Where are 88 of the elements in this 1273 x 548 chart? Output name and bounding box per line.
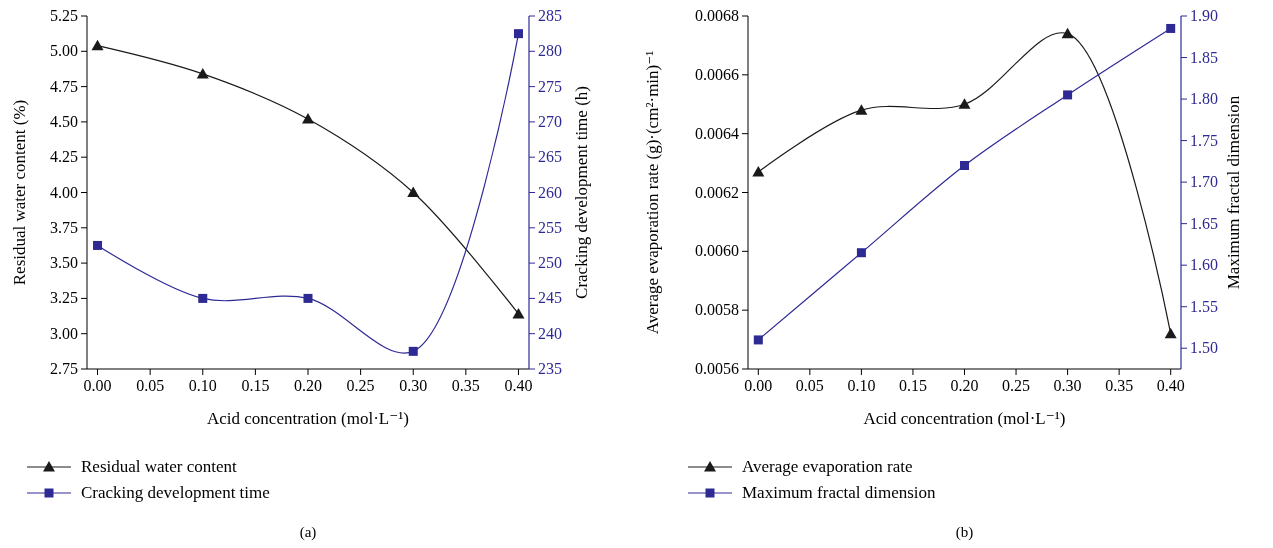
y-tick-label: 3.75 [50,218,78,236]
x-tick-label: 0.25 [346,377,375,394]
y-tick-label: 0.0062 [695,183,739,201]
y2-axis-title: Cracking development time (h) [572,86,591,299]
y2-tick-label: 1.80 [1190,90,1218,108]
y2-tick-label: 255 [538,218,562,236]
y2-tick-label: 1.90 [1190,7,1218,24]
point [1164,327,1177,339]
y-tick-label: 0.0060 [695,242,739,260]
x-tick-label: 0.15 [241,377,270,394]
point [855,104,868,115]
y-tick-label: 0.0066 [695,65,739,83]
point [408,346,418,356]
y-tick-label: 0.0068 [695,7,739,24]
x-tick-label: 0.30 [1053,377,1082,394]
point [753,335,763,345]
x-tick-label: 0.35 [451,377,480,394]
x-axis-title: Acid concentration (mol·L⁻¹) [207,409,409,428]
legend-label: Average evaporation rate [742,457,913,476]
y2-tick-label: 1.65 [1190,214,1218,232]
y2-tick-label: 1.50 [1190,339,1218,357]
y2-tick-label: 260 [538,183,562,201]
y2-tick-label: 240 [538,324,562,342]
point [196,67,209,79]
y2-tick-label: 280 [538,42,562,60]
x-tick-label: 0.00 [744,377,773,394]
y-tick-label: 4.00 [50,183,78,201]
y-tick-label: 0.0064 [695,124,739,142]
y2-tick-label: 275 [538,77,562,95]
x-tick-label: 0.40 [1156,377,1185,394]
y2-tick-label: 1.60 [1190,256,1218,274]
point [93,240,103,250]
y2-axis-title: Maximum fractal dimension [1224,95,1243,290]
y2-tick-label: 265 [538,148,562,166]
x-tick-label: 0.10 [847,377,876,394]
point [960,161,969,171]
legend-label: Cracking development time [81,483,270,502]
y2-tick-label: 1.75 [1190,131,1218,149]
x-tick-label: 0.20 [950,377,979,394]
y-tick-label: 2.75 [50,360,78,377]
point [958,98,971,109]
x-tick-label: 0.05 [136,377,165,394]
x-tick-label: 0.05 [795,377,824,394]
y2-tick-label: 1.85 [1190,48,1218,66]
point [513,29,523,39]
point [512,307,525,319]
x-tick-label: 0.30 [399,377,428,394]
legend-label: Maximum fractal dimension [742,483,937,502]
y-tick-label: 5.25 [50,7,78,24]
y-tick-label: 3.25 [50,289,78,307]
y-tick-label: 0.0056 [695,360,739,377]
y2-tick-label: 270 [538,112,562,130]
y2-tick-label: 285 [538,7,562,24]
y2-tick-label: 235 [538,360,562,377]
y2-tick-label: 245 [538,289,562,307]
y-tick-label: 5.00 [50,42,78,60]
point [302,113,314,124]
point [1063,90,1073,100]
point [1166,23,1176,33]
y2-tick-label: 1.55 [1190,297,1218,315]
x-tick-label: 0.15 [898,377,927,394]
point [198,293,208,303]
y-tick-label: 3.00 [50,324,78,342]
x-tick-label: 0.35 [1105,377,1134,394]
point [407,186,420,197]
legend-label: Residual water content [81,457,238,476]
x-tick-label: 0.00 [83,377,112,394]
point [1061,27,1074,39]
x-axis-title: Acid concentration (mol·L⁻¹) [863,409,1066,428]
x-tick-label: 0.25 [1002,377,1031,394]
point [856,248,866,258]
y-tick-label: 4.75 [50,77,78,95]
x-tick-label: 0.20 [294,377,322,394]
y2-tick-label: 250 [538,254,562,272]
y2-tick-label: 1.70 [1190,173,1218,191]
x-tick-label: 0.10 [188,377,217,394]
y-tick-label: 0.0058 [695,301,739,319]
text: (a) [299,524,317,541]
y-tick-label: 4.25 [50,148,78,166]
y-axis-title: Residual water content (%) [10,99,29,286]
y-tick-label: 4.50 [50,112,78,130]
y-axis-title: Average evaporation rate (g)·(cm²·min)⁻¹ [643,50,662,335]
y-tick-label: 3.50 [50,254,78,272]
x-tick-label: 0.40 [504,377,533,394]
point [91,39,104,51]
point [303,293,313,303]
text: (b) [955,524,974,541]
point [752,165,765,177]
